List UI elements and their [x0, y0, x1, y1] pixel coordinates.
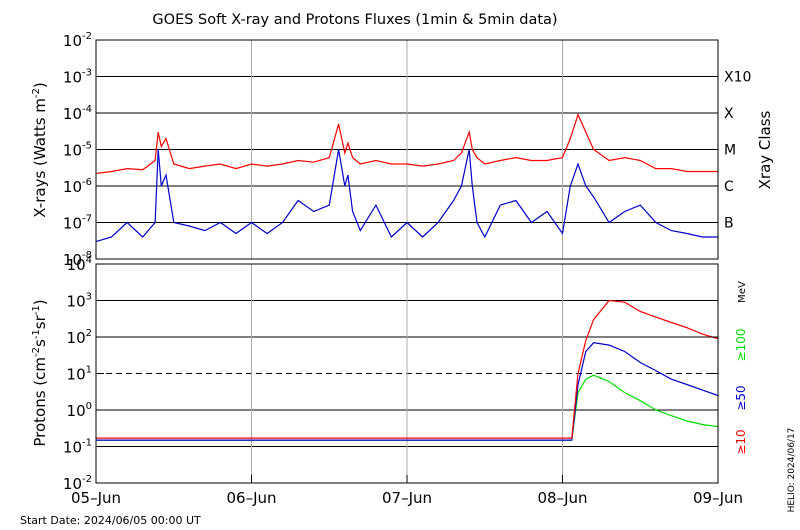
- helio-date-stamp: HELIO: 2024/06/17: [787, 428, 797, 513]
- xray-series: [95, 113, 718, 243]
- proton-100mev-line: [96, 374, 719, 441]
- proton-10mev-line: [96, 299, 719, 439]
- proton-legend-unit: MeV: [737, 281, 748, 303]
- x-tick-label: 06–Jun: [226, 489, 276, 507]
- x-tick-label: 09–Jun: [693, 489, 743, 507]
- legend-50mev: ≥50: [734, 385, 748, 410]
- xray-class-label: C: [724, 179, 734, 195]
- xray-long-channel-line: [95, 113, 718, 175]
- xray-short-channel-line: [95, 149, 718, 243]
- legend-100mev: ≥100: [734, 329, 748, 362]
- xray-class-label: X10: [724, 70, 751, 86]
- xray-y-tick-label: 10-5: [63, 141, 92, 160]
- legend-10mev: ≥10: [734, 429, 748, 454]
- xray-panel: 10-8 10-7 10-6 10-5 10-4 10-3 10-2 B C M X X10 X-r…: [31, 31, 774, 269]
- xray-y-axis-label: X-rays (Watts m-2): [31, 82, 49, 217]
- xray-y-tick-label: 10-2: [63, 31, 92, 50]
- xray-y-tick-label: 10-8: [63, 250, 92, 269]
- xray-class-label: B: [724, 216, 734, 232]
- x-tick-label: 07–Jun: [382, 489, 432, 507]
- proton-panel: 10-2 10-1 100 101 102 103 104 05–Jun 06–Jun 07–J…: [31, 255, 748, 507]
- proton-series: [96, 299, 719, 441]
- xray-class-label: M: [724, 143, 736, 159]
- proton-y-tick-label: 102: [67, 328, 92, 347]
- proton-50mev-line: [96, 342, 719, 441]
- proton-y-tick-label: 101: [67, 365, 92, 384]
- chart-title: GOES Soft X-ray and Protons Fluxes (1min…: [152, 12, 557, 28]
- proton-y-tick-label: 10-2: [63, 474, 92, 493]
- xray-gridlines: [96, 40, 718, 259]
- proton-y-tick-labels: 10-2 10-1 100 101 102 103 104: [63, 255, 718, 493]
- xray-class-axis-title: Xray Class: [756, 110, 774, 189]
- proton-y-axis-label: Protons (cm-2s-1sr-1): [31, 299, 49, 446]
- xray-class-labels: B C M X X10: [724, 70, 751, 232]
- xray-class-label: X: [724, 106, 734, 122]
- x-tick-labels: 05–Jun 06–Jun 07–Jun 08–Jun 09–Jun: [71, 475, 743, 507]
- proton-gridlines: [96, 264, 718, 483]
- xray-y-tick-labels: 10-8 10-7 10-6 10-5 10-4 10-3 10-2: [63, 31, 718, 269]
- proton-y-tick-label: 10-1: [63, 438, 92, 457]
- proton-y-tick-label: 100: [67, 401, 92, 420]
- proton-y-tick-label: 103: [67, 292, 92, 311]
- start-date-label: Start Date: 2024/06/05 00:00 UT: [20, 514, 201, 527]
- xray-y-tick-label: 10-7: [63, 214, 92, 233]
- xray-y-tick-label: 10-4: [63, 104, 92, 123]
- proton-y-tick-label: 104: [67, 255, 92, 274]
- x-tick-label: 08–Jun: [537, 489, 587, 507]
- xray-y-tick-label: 10-6: [63, 177, 92, 196]
- xray-y-tick-label: 10-3: [63, 68, 92, 87]
- x-tick-label: 05–Jun: [71, 489, 121, 507]
